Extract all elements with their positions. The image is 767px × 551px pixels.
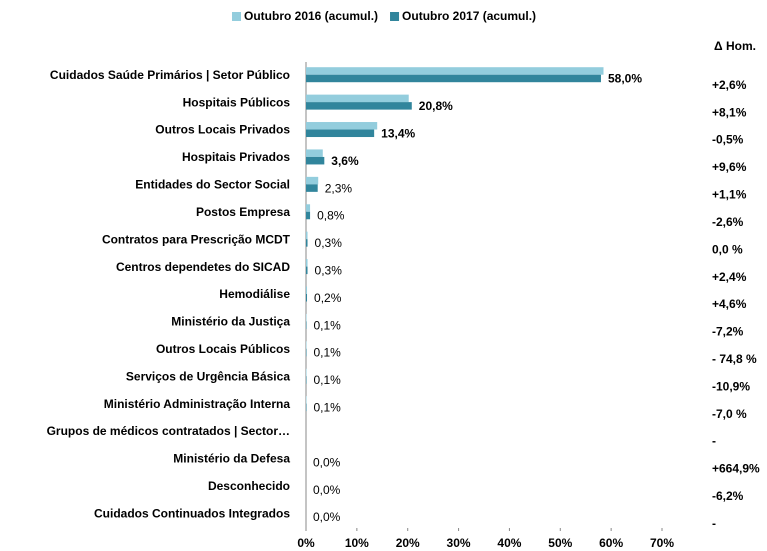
bar xyxy=(306,368,307,377)
data-label: 58,0% xyxy=(608,72,642,86)
data-label: 0,3% xyxy=(315,264,343,278)
x-tick-label: 70% xyxy=(650,536,674,550)
bar xyxy=(306,321,307,329)
delta-label: +2,4% xyxy=(712,270,747,284)
category-label: Cuidados Saúde Primários | Setor Público xyxy=(50,68,290,82)
data-label: 3,6% xyxy=(331,154,359,168)
delta-label: -6,2% xyxy=(712,489,744,503)
data-label: 0,0% xyxy=(313,455,341,469)
delta-label: -0,5% xyxy=(712,133,744,147)
bar xyxy=(306,211,311,220)
bar xyxy=(306,67,604,75)
data-label: 0,1% xyxy=(314,318,342,332)
delta-header: Δ Hom. xyxy=(714,39,756,53)
bar xyxy=(306,184,318,192)
bar xyxy=(306,266,308,275)
bar xyxy=(306,239,308,247)
delta-label: -7,2% xyxy=(712,325,744,339)
delta-label: -7,0 % xyxy=(712,407,747,421)
category-label: Hospitais Públicos xyxy=(183,95,291,109)
delta-label: - xyxy=(712,516,716,530)
bar xyxy=(306,129,375,138)
data-label: 0,2% xyxy=(314,291,342,305)
category-label: Outros Locais Públicos xyxy=(156,342,290,356)
category-label: Contratos para Prescrição MCDT xyxy=(102,232,291,246)
category-label: Hospitais Privados xyxy=(182,150,290,164)
category-label: Cuidados Continuados Integrados xyxy=(94,506,290,520)
delta-label: 0,0 % xyxy=(712,242,743,256)
legend-label: Outubro 2017 (acumul.) xyxy=(402,9,536,23)
bar xyxy=(306,102,412,110)
x-tick-label: 60% xyxy=(599,536,623,550)
x-tick-label: 20% xyxy=(396,536,420,550)
delta-label: - xyxy=(712,434,716,448)
data-label: 0,1% xyxy=(314,401,342,415)
bar xyxy=(306,286,308,294)
category-label: Entidades do Sector Social xyxy=(135,178,290,192)
bar xyxy=(306,294,308,302)
x-tick-label: 40% xyxy=(497,536,521,550)
data-label: 20,8% xyxy=(419,99,453,113)
delta-label: -10,9% xyxy=(712,379,750,393)
x-tick-label: 30% xyxy=(447,536,471,550)
bar xyxy=(306,396,307,404)
bar xyxy=(306,156,325,165)
category-label: Outros Locais Privados xyxy=(155,123,290,137)
data-label: 0,8% xyxy=(317,209,345,223)
category-label: Serviços de Urgência Básica xyxy=(126,369,290,383)
bar xyxy=(306,231,308,240)
legend-swatch xyxy=(232,12,241,21)
delta-label: +8,1% xyxy=(712,105,747,119)
x-tick-label: 10% xyxy=(345,536,369,550)
bar xyxy=(306,313,307,322)
category-label: Ministério da Defesa xyxy=(173,452,290,466)
delta-label: +1,1% xyxy=(712,188,747,202)
category-label: Ministério da Justiça xyxy=(171,315,290,329)
data-label: 0,0% xyxy=(313,483,341,497)
category-label: Postos Empresa xyxy=(196,205,290,219)
data-label: 0,3% xyxy=(315,236,343,250)
bar xyxy=(306,94,409,103)
delta-label: +2,6% xyxy=(712,78,747,92)
bar xyxy=(306,74,601,83)
x-tick-label: 0% xyxy=(297,536,315,550)
x-tick-label: 50% xyxy=(548,536,572,550)
category-label: Desconhecido xyxy=(208,479,290,493)
bar xyxy=(306,259,308,267)
delta-label: +4,6% xyxy=(712,297,747,311)
delta-label: - 74,8 % xyxy=(712,352,757,366)
delta-label: +664,9% xyxy=(712,462,760,476)
bar xyxy=(306,341,307,349)
bar xyxy=(306,122,378,130)
legend-label: Outubro 2016 (acumul.) xyxy=(244,9,378,23)
data-label: 2,3% xyxy=(325,181,353,195)
legend-swatch xyxy=(390,12,400,21)
bar xyxy=(306,149,323,157)
category-label: Hemodiálise xyxy=(219,287,290,301)
bar xyxy=(306,176,319,185)
data-label: 0,1% xyxy=(314,346,342,360)
bar xyxy=(306,204,311,212)
data-label: 0,0% xyxy=(313,510,341,524)
bar xyxy=(306,348,307,357)
bar xyxy=(306,376,307,384)
category-label: Grupos de médicos contratados | Sector… xyxy=(47,424,290,438)
category-label: Ministério Administração Interna xyxy=(104,397,291,411)
data-label: 13,4% xyxy=(381,126,415,140)
delta-label: +9,6% xyxy=(712,160,747,174)
data-label: 0,1% xyxy=(314,373,342,387)
delta-label: -2,6% xyxy=(712,215,744,229)
category-label: Centros dependetes do SICAD xyxy=(116,260,290,274)
bar xyxy=(306,403,307,412)
